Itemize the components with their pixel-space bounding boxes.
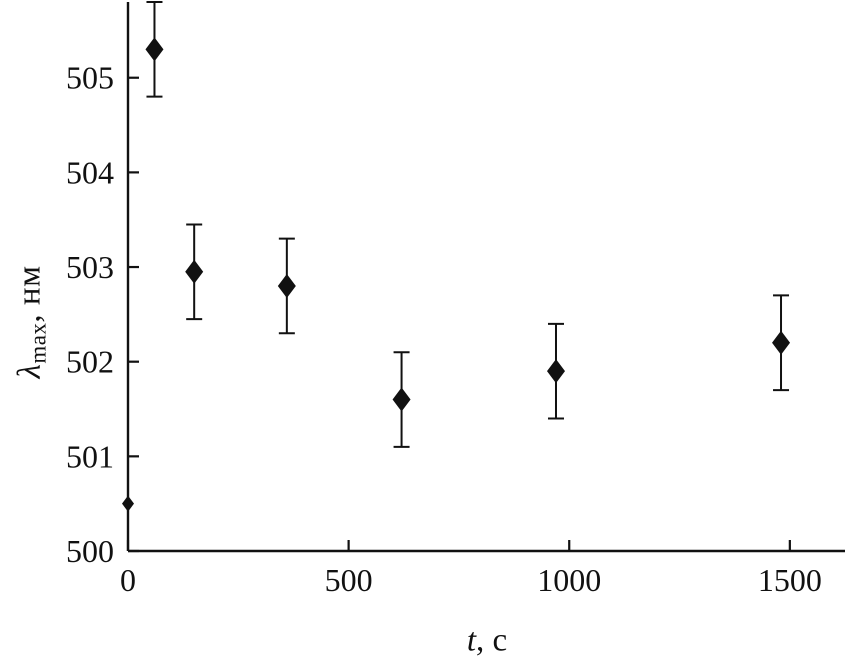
data-point	[145, 37, 164, 62]
data-point	[122, 495, 134, 512]
y-tick-label: 504	[66, 154, 114, 190]
x-axis-title: t, с	[467, 623, 507, 660]
y-axis-unit: , нм	[11, 265, 48, 323]
y-tick-label: 502	[66, 344, 114, 380]
y-tick-label: 501	[66, 438, 114, 474]
x-tick-label: 0	[120, 562, 136, 598]
data-point	[546, 359, 565, 384]
time-symbol: t	[466, 622, 477, 659]
y-tick-label: 500	[66, 533, 114, 569]
y-axis-title: λmax, нм	[11, 265, 51, 379]
y-tick-label: 505	[66, 60, 114, 96]
x-tick-label: 500	[325, 562, 373, 598]
data-point	[185, 259, 204, 284]
data-point	[277, 273, 296, 298]
x-tick-label: 1000	[537, 562, 601, 598]
x-tick-label: 1500	[758, 562, 822, 598]
lambda-symbol: λ	[11, 363, 48, 379]
data-point	[392, 387, 411, 412]
y-tick-label: 503	[66, 249, 114, 285]
x-axis-unit: , с	[476, 622, 508, 659]
lambda-subscript: max	[25, 322, 51, 364]
data-point	[772, 330, 791, 355]
